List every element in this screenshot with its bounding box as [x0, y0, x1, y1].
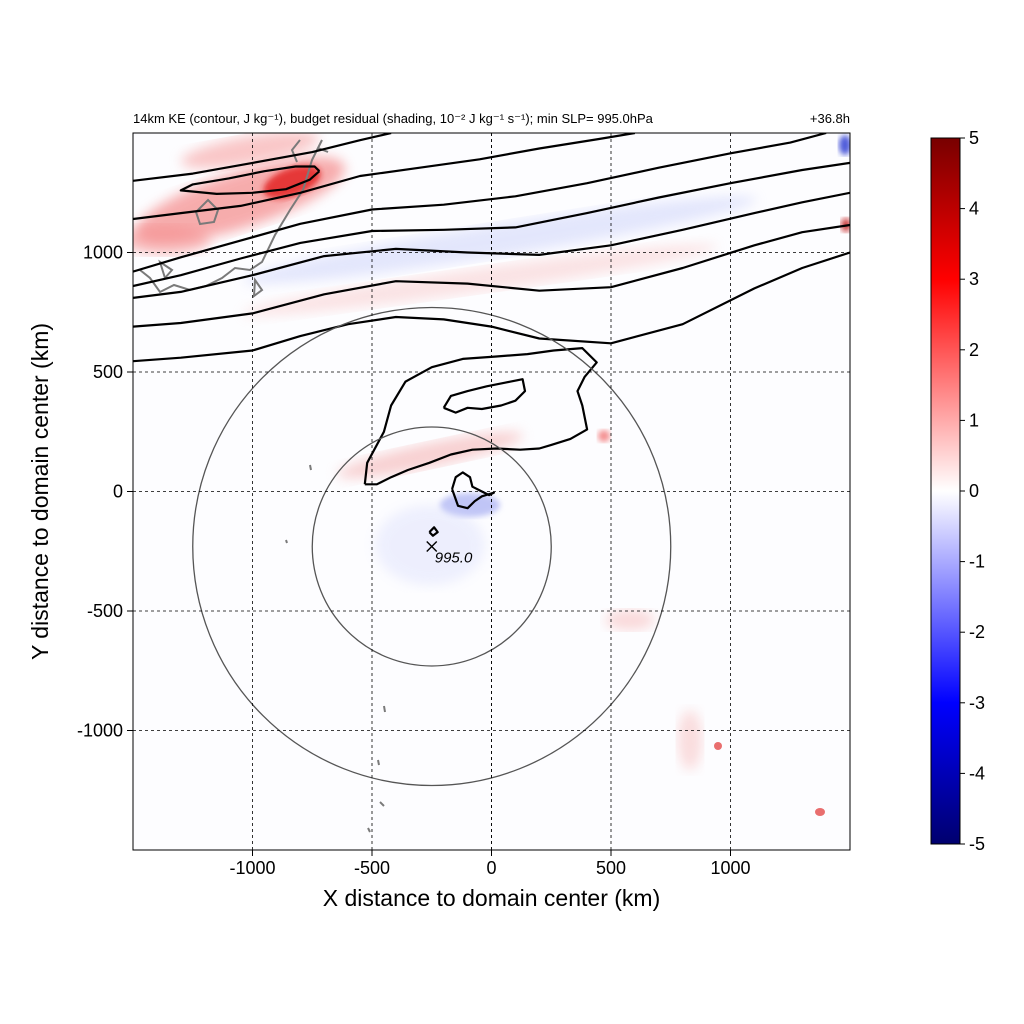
colorbar-tick-label-8: -3 [969, 693, 985, 713]
storm-center-marker [426, 540, 438, 552]
x-tick-label-3: 500 [596, 858, 626, 878]
y-tick-label-4: 1000 [83, 243, 123, 263]
ke-contour-7 [179, 165, 321, 195]
ke-contour-3 [133, 161, 850, 288]
x-tick-label-4: 1000 [710, 858, 750, 878]
y-ticks: -1000 -500 0 500 1000 [77, 243, 133, 741]
shading-red-arc [337, 432, 523, 478]
storm-center-x [426, 540, 438, 552]
coastline [139, 139, 386, 833]
colorbar-tick-label-2: 3 [969, 269, 979, 289]
ke-contour-4 [133, 133, 827, 273]
shading-red-east [598, 430, 610, 442]
shading-red-south [605, 610, 655, 630]
x-tick-label-1: -500 [354, 858, 390, 878]
colorbar-tick-label-5: 0 [969, 481, 979, 501]
y-tick-label-1: -500 [87, 601, 123, 621]
shading-red-southeast [678, 710, 702, 770]
ke-contour-10 [451, 471, 495, 510]
plot-area [133, 133, 850, 850]
x-ticks: -1000 -500 0 500 1000 [229, 850, 751, 878]
colorbar-tick-label-1: 4 [969, 199, 979, 219]
colorbar-tick-label-6: -1 [969, 552, 985, 572]
chart-title: 14km KE (contour, J kg⁻¹), budget residu… [133, 111, 654, 126]
colorbar-gradient [930, 137, 961, 845]
shading-red-upper [181, 133, 319, 169]
colorbar-tick-label-7: -2 [969, 622, 985, 642]
y-tick-label-3: 500 [93, 362, 123, 382]
x-axis-label: X distance to domain center (km) [323, 885, 660, 911]
ke-contour-6 [133, 133, 392, 182]
colorbar-tick-label-10: -5 [969, 834, 985, 854]
ke-contour-1 [133, 223, 850, 328]
chart-forecast-time: +36.8h [810, 111, 850, 126]
x-tick-label-2: 0 [486, 858, 496, 878]
shading-red-west [133, 226, 210, 254]
colorbar-tick-label-9: -4 [969, 763, 985, 783]
ke-contour-5 [133, 133, 636, 221]
colorbar-ticks: 5 4 3 2 1 0 -1 -2 -3 -4 -5 [960, 128, 985, 854]
range-circle-inner [311, 426, 552, 667]
ke-contour-11 [428, 526, 439, 537]
ke-contours [133, 133, 850, 537]
y-axis-label: Y distance to domain center (km) [27, 323, 53, 660]
storm-min-slp-label: 995.0 [435, 549, 473, 566]
colorbar-tick-label-3: 2 [969, 340, 979, 360]
colorbar: 5 4 3 2 1 0 -1 -2 -3 -4 -5 [930, 128, 985, 854]
y-tick-label-2: 0 [113, 482, 123, 502]
range-circle-outer [192, 306, 672, 787]
shading-red-dot-se [714, 742, 722, 750]
shading-red-band [242, 244, 718, 316]
colorbar-tick-label-0: 5 [969, 128, 979, 148]
ke-contour-2 [133, 191, 850, 299]
ke-contour-9 [442, 378, 527, 414]
x-tick-label-0: -1000 [229, 858, 275, 878]
coastline-main [139, 139, 323, 294]
shading-blue-band [243, 196, 757, 284]
shading-red-dot-far-se [815, 808, 825, 816]
shading-blue-northeast [839, 135, 850, 155]
coastline-southeast-islets [285, 464, 386, 833]
ke-contour-8 [363, 347, 598, 486]
ke-contour-0 [133, 251, 850, 363]
colorbar-tick-label-4: 1 [969, 410, 979, 430]
y-tick-label-0: -1000 [77, 721, 123, 741]
